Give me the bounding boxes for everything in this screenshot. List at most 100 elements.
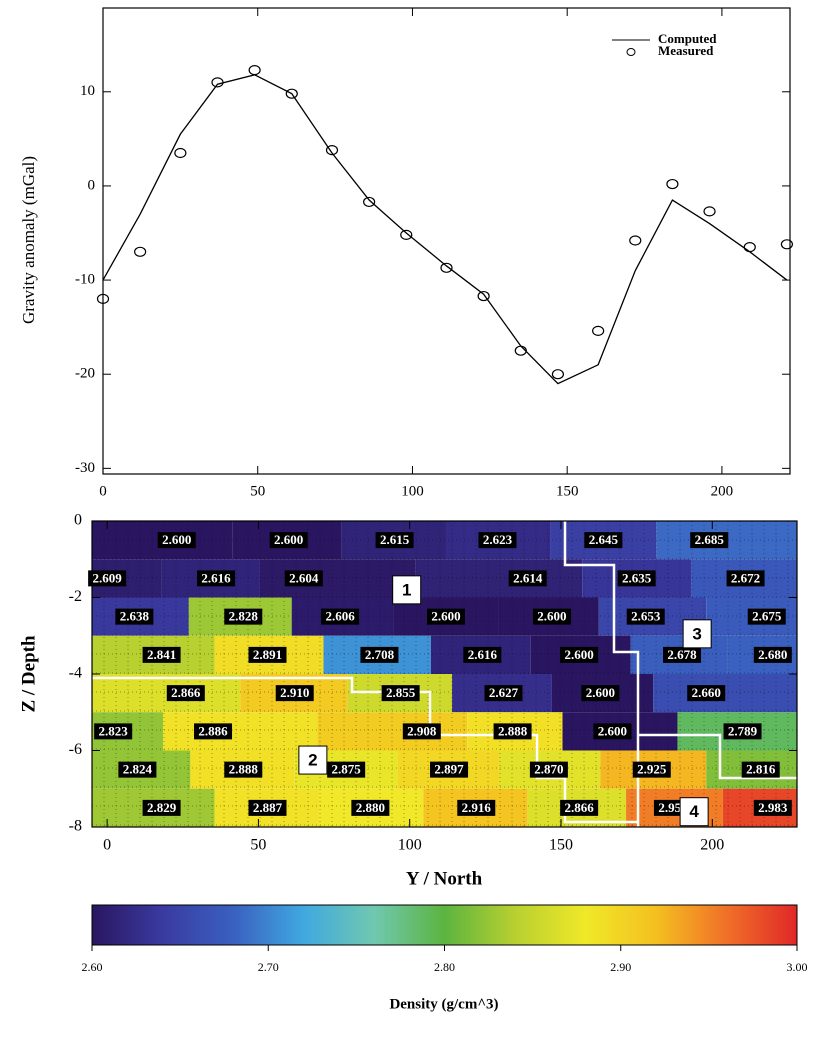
- value-label: 2.891: [253, 647, 282, 662]
- value-label: 2.824: [123, 762, 153, 777]
- value-label: 2.685: [695, 532, 725, 547]
- value-label-bg: [327, 761, 366, 778]
- value-label-bg: [381, 685, 420, 702]
- value-label: 2.888: [498, 723, 528, 738]
- measured-point: [285, 88, 298, 99]
- value-label: 2.823: [99, 723, 129, 738]
- value-label-bg: [723, 723, 762, 740]
- value-label-bg: [157, 532, 196, 549]
- density-cell: [92, 674, 241, 713]
- value-label-bg: [224, 761, 263, 778]
- value-label: 2.916: [462, 800, 492, 815]
- density-cell: [415, 559, 583, 598]
- x-tick-label: 200: [700, 837, 724, 854]
- measured-point: [440, 262, 453, 273]
- value-label-bg: [430, 761, 469, 778]
- colorbar-tick-label: 3.00: [787, 960, 808, 974]
- value-label-bg: [142, 646, 181, 663]
- value-label-bg: [94, 723, 133, 740]
- y-tick-label: 0: [74, 512, 82, 529]
- value-label: 2.635: [622, 570, 652, 585]
- computed-line: [102, 74, 788, 385]
- measured-point: [592, 325, 605, 337]
- annotation-text: 3: [692, 624, 701, 643]
- value-label: 2.600: [274, 532, 303, 547]
- value-label-bg: [508, 570, 547, 587]
- value-label: 2.789: [728, 723, 758, 738]
- value-label: 2.623: [483, 532, 513, 547]
- value-label: 2.615: [380, 532, 410, 547]
- value-label-bg: [463, 646, 502, 663]
- value-label: 2.660: [692, 685, 721, 700]
- value-label: 2.604: [289, 570, 319, 585]
- x-tick-label: 200: [711, 483, 734, 499]
- value-label: 2.616: [201, 570, 231, 585]
- colorbar-tick-label: 2.60: [82, 960, 103, 974]
- colorbar-tick-label: 2.90: [610, 960, 631, 974]
- measured-point: [743, 242, 756, 253]
- density-cell: [163, 712, 318, 751]
- value-label: 2.886: [198, 723, 228, 738]
- measured-point: [629, 235, 642, 246]
- x-tick-label: 0: [103, 837, 111, 854]
- measured-point: [248, 65, 261, 76]
- value-label: 2.870: [534, 762, 563, 777]
- value-label-bg: [197, 570, 236, 587]
- value-label: 2.645: [589, 532, 619, 547]
- value-label-bg: [690, 532, 729, 549]
- value-label: 2.887: [253, 800, 283, 815]
- value-label-bg: [360, 646, 399, 663]
- value-label-bg: [617, 570, 656, 587]
- y-tick-label: -10: [75, 272, 95, 288]
- value-label-bg: [584, 532, 623, 549]
- legend-label: Measured: [658, 43, 714, 58]
- value-label-bg: [402, 723, 441, 740]
- value-label-bg: [626, 608, 665, 625]
- value-label: 2.653: [631, 609, 661, 624]
- value-label: 2.606: [325, 609, 355, 624]
- y-tick-label: -2: [69, 588, 82, 605]
- value-label-bg: [118, 761, 157, 778]
- density-cell: [317, 712, 468, 751]
- value-label-bg: [581, 685, 620, 702]
- y-tick-label: -4: [69, 665, 82, 682]
- y-tick-label: -30: [75, 460, 95, 476]
- value-label: 2.600: [431, 609, 460, 624]
- legend-marker: [626, 48, 636, 56]
- y-tick-label: 10: [80, 83, 95, 99]
- annotation-text: 1: [402, 580, 411, 599]
- value-label: 2.880: [356, 800, 385, 815]
- value-label: 2.600: [586, 685, 615, 700]
- heatmap-layer: [92, 521, 797, 827]
- value-label: 2.675: [752, 609, 782, 624]
- value-label-bg: [224, 608, 263, 625]
- value-label-bg: [741, 761, 780, 778]
- value-label: 2.600: [537, 609, 566, 624]
- value-label-bg: [194, 723, 233, 740]
- measured-point: [703, 206, 716, 217]
- value-label-bg: [275, 685, 314, 702]
- annotation-text: 4: [689, 802, 699, 821]
- annotation-box: [679, 797, 709, 827]
- y-axis-title: Z / Depth: [18, 635, 39, 713]
- measured-point: [325, 145, 339, 156]
- annotation-box: [392, 575, 422, 605]
- value-label: 2.816: [746, 762, 776, 777]
- value-label: 2.829: [147, 800, 177, 815]
- measured-point: [400, 229, 413, 240]
- x-tick-label: 50: [250, 837, 266, 854]
- measured-point: [363, 196, 376, 208]
- y-tick-label: -20: [75, 366, 95, 382]
- value-label-bg: [269, 532, 308, 549]
- value-label: 2.627: [489, 685, 519, 700]
- colorbar-tick-label: 2.70: [258, 960, 279, 974]
- measured-point: [477, 290, 490, 302]
- x-tick-label: 150: [556, 483, 579, 499]
- value-label-bg: [457, 799, 496, 816]
- measured-point: [666, 178, 679, 190]
- value-label-bg: [284, 570, 323, 587]
- value-label-bg: [753, 799, 792, 816]
- value-label: 2.680: [758, 647, 787, 662]
- value-label: 2.600: [162, 532, 191, 547]
